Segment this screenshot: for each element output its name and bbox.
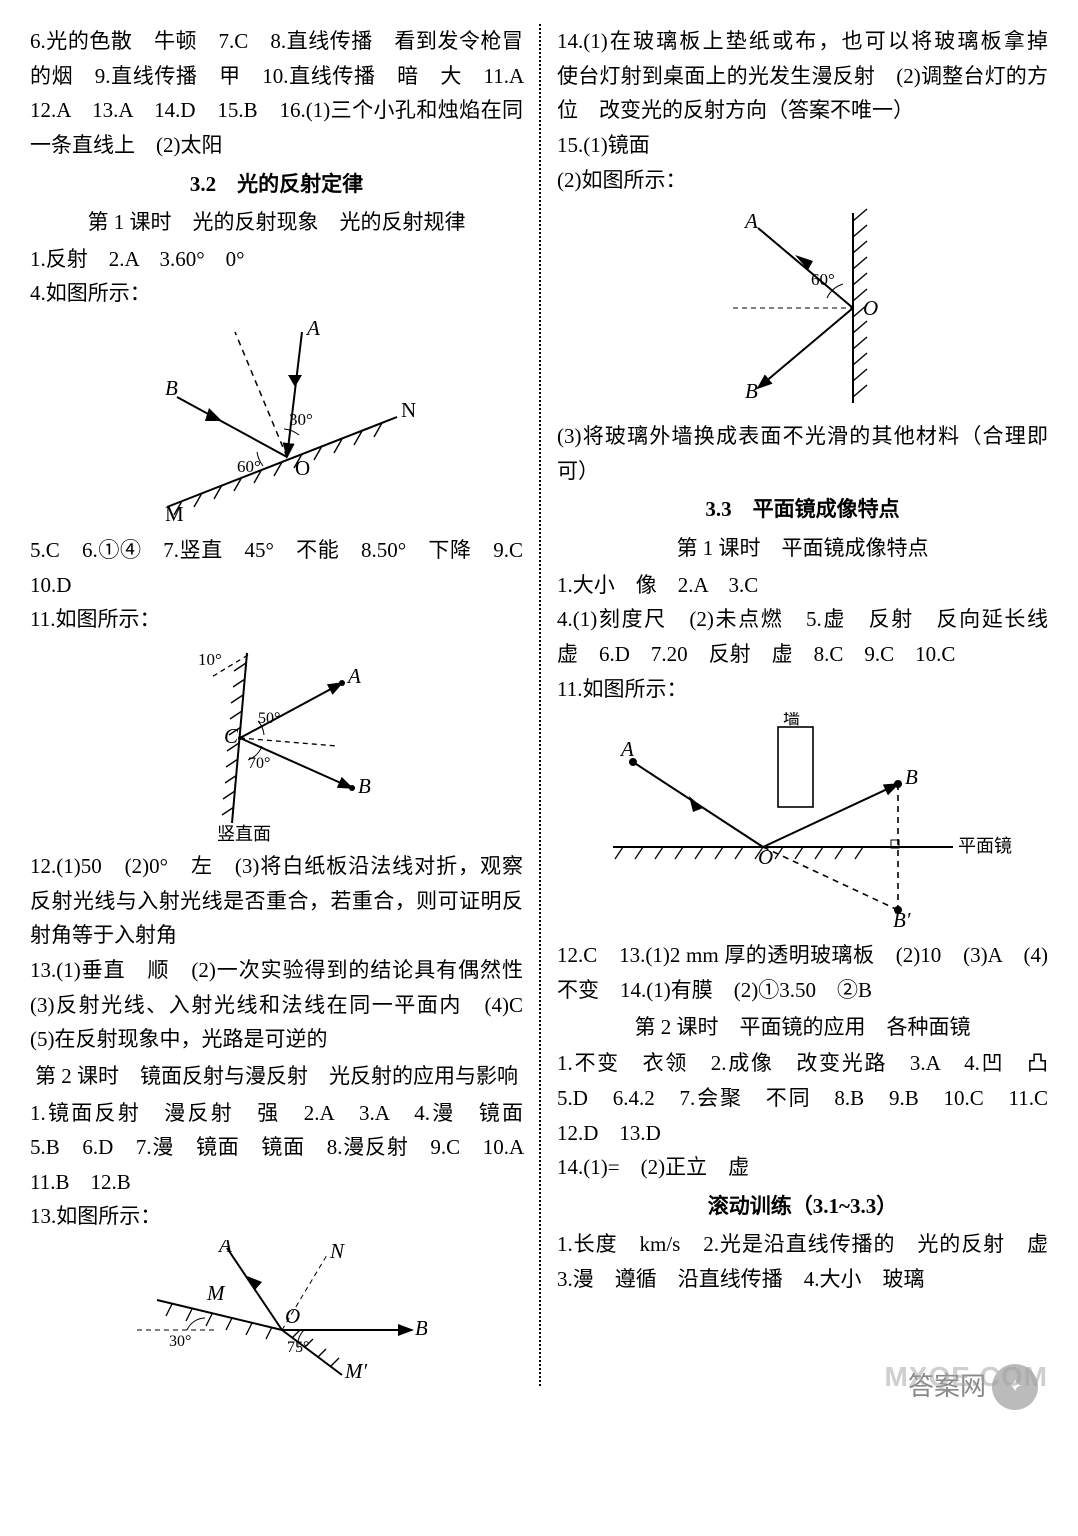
label-mirror: 平面镜 [958,836,1012,856]
angle-30: 30° [289,410,313,429]
label-o4: O [863,296,878,320]
label-c: C [224,724,239,748]
right-para-6: 4.(1)刻度尺 (2)未点燃 5.虚 反射 反向延长线 虚 6.D 7.20 … [557,602,1048,671]
label-o: O [295,456,310,480]
left-para-9: 13.如图所示： [30,1199,523,1234]
right-column: 14.(1)在玻璃板上垫纸或布，也可以将玻璃板拿掉 使台灯射到桌面上的光发生漫反… [539,24,1048,1386]
label-m: M [165,502,184,526]
label-b: B [165,376,178,400]
angle-75: 75° [287,1339,309,1356]
left-para-6: 12.(1)50 (2)0° 左 (3)将白纸板沿法线对折，观察反射光线与入射光… [30,849,523,953]
left-para-1: 6.光的色散 牛顿 7.C 8.直线传播 看到发令枪冒的烟 9.直线传播 甲 1… [30,24,523,163]
left-para-3: 4.如图所示： [30,276,523,311]
label-m3: M [206,1281,226,1305]
label-n: N [401,398,416,422]
left-para-8: 1.镜面反射 漫反射 强 2.A 3.A 4.漫 镜面 5.B 6.D 7.漫 … [30,1096,523,1200]
figure-two-mirrors: N A B M M′ O 30° 75° [127,1240,427,1380]
label-b5: B [905,765,918,789]
left-para-2: 1.反射 2.A 3.60° 0° [30,242,523,277]
label-b2: B [358,774,371,798]
label-wall: 墙 [783,712,800,728]
left-para-5: 11.如图所示： [30,602,523,637]
figure-wall-reflection: O A B 60° [663,203,943,413]
label-vertical: 竖直面 [217,824,271,843]
figure-vertical-surface: 竖直面 C 10° A B 50° 70° [162,643,392,843]
left-subheading-1: 第 1 课时 光的反射现象 光的反射规律 [30,205,523,240]
angle-30-2: 30° [169,1333,191,1350]
angle-60-2: 60° [811,270,835,289]
heading-3-3: 3.3 平面镜成像特点 [557,492,1048,527]
watermark: MXQE.COM [884,1354,1048,1400]
left-para-4: 5.C 6.①④ 7.竖直 45° 不能 8.50° 下降 9.C 10.D [30,533,523,602]
right-para-2: 15.(1)镜面 [557,128,1048,163]
heading-roll: 滚动训练（3.1~3.3） [557,1189,1048,1224]
right-para-4: (3)将玻璃外墙换成表面不光滑的其他材料（合理即可） [557,419,1048,488]
angle-70: 70° [248,755,270,772]
label-bp: B′ [893,908,911,932]
label-o3: O [285,1304,300,1328]
label-b3: B [415,1316,427,1340]
label-a5: A [619,737,634,761]
label-b4: B [745,379,758,403]
angle-50: 50° [258,710,280,727]
right-para-9: 1.不变 衣领 2.成像 改变光路 3.A 4.凹 凸 5.D 6.4.2 7.… [557,1046,1048,1150]
right-para-5: 1.大小 像 2.A 3.C [557,568,1048,603]
figure-plane-mirror-image: 平面镜 O 墙 A B B′ [593,712,1013,932]
left-para-7: 13.(1)垂直 顺 (2)一次实验得到的结论具有偶然性 (3)反射光线、入射光… [30,953,523,1057]
left-column: 6.光的色散 牛顿 7.C 8.直线传播 看到发令枪冒的烟 9.直线传播 甲 1… [30,24,539,1386]
angle-10: 10° [198,650,222,669]
right-para-1: 14.(1)在玻璃板上垫纸或布，也可以将玻璃板拿掉 使台灯射到桌面上的光发生漫反… [557,24,1048,128]
left-subheading-2: 第 2 课时 镜面反射与漫反射 光反射的应用与影响 [30,1059,523,1094]
label-a3: A [217,1240,232,1257]
figure-reflection-mirror-mn: M N O A B 30° 60° [127,317,427,527]
label-a2: A [346,664,361,688]
label-a4: A [743,209,758,233]
right-subheading-1: 第 1 课时 平面镜成像特点 [557,531,1048,566]
right-para-10: 14.(1)= (2)正立 虚 [557,1150,1048,1185]
label-mp: M′ [344,1359,367,1380]
label-a: A [305,317,320,340]
right-para-3: (2)如图所示： [557,163,1048,198]
right-para-7: 11.如图所示： [557,672,1048,707]
angle-60: 60° [237,457,261,476]
right-subheading-2: 第 2 课时 平面镜的应用 各种面镜 [557,1010,1048,1045]
label-n2: N [329,1240,345,1263]
right-para-8: 12.C 13.(1)2 mm 厚的透明玻璃板 (2)10 (3)A (4)不变… [557,938,1048,1007]
heading-3-2: 3.2 光的反射定律 [30,167,523,202]
two-column-layout: 6.光的色散 牛顿 7.C 8.直线传播 看到发令枪冒的烟 9.直线传播 甲 1… [30,24,1048,1386]
right-para-11: 1.长度 km/s 2.光是沿直线传播的 光的反射 虚 3.漫 遵循 沿直线传播… [557,1227,1048,1296]
